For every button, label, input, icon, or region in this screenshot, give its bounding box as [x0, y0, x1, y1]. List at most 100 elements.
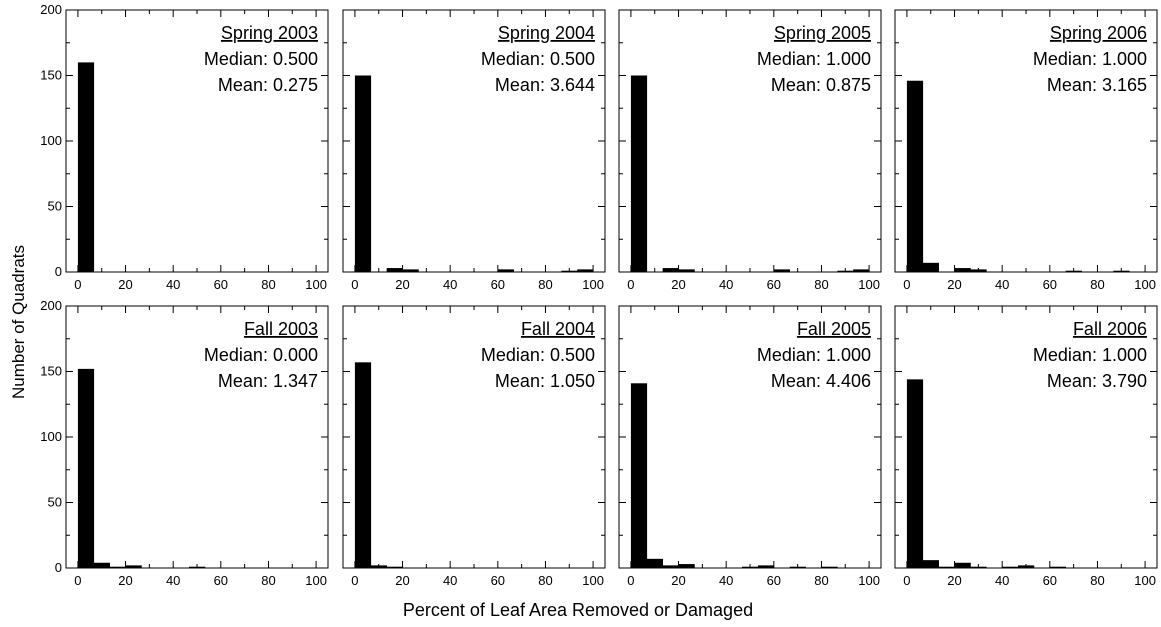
histogram-bar — [757, 565, 775, 568]
x-tick-label: 80 — [814, 277, 828, 292]
x-tick-label: 80 — [261, 573, 275, 588]
median-label: Median: 0.500 — [481, 345, 595, 365]
histogram-bar — [662, 268, 679, 272]
y-tick-label: 150 — [40, 68, 62, 83]
x-tick-label: 20 — [395, 573, 409, 588]
y-tick-label: 100 — [40, 429, 62, 444]
median-label: Median: 0.500 — [481, 49, 595, 69]
histogram-bar — [906, 80, 924, 273]
x-tick-label: 40 — [166, 277, 180, 292]
histogram-bar — [1002, 566, 1019, 568]
x-tick-label: 0 — [627, 277, 634, 292]
histogram-bar — [938, 566, 955, 568]
x-tick-label: 40 — [166, 573, 180, 588]
x-tick-label: 0 — [351, 277, 358, 292]
x-tick-label: 100 — [305, 277, 327, 292]
x-tick-label: 20 — [947, 277, 961, 292]
x-tick-label: 40 — [995, 573, 1009, 588]
x-tick-label: 100 — [858, 277, 880, 292]
x-tick-label: 60 — [1043, 573, 1057, 588]
histogram-bar — [630, 75, 648, 272]
x-tick-label: 80 — [814, 573, 828, 588]
y-tick-label: 50 — [48, 495, 62, 510]
histogram-bar — [77, 62, 95, 273]
median-label: Median: 1.000 — [757, 49, 871, 69]
mean-label: Mean: 3.644 — [495, 75, 595, 95]
y-tick-label: 100 — [40, 133, 62, 148]
x-tick-label: 40 — [995, 277, 1009, 292]
histogram-bar — [109, 566, 126, 568]
histogram-bar — [906, 379, 924, 568]
mean-label: Mean: 0.275 — [218, 75, 318, 95]
histogram-bar — [630, 383, 648, 568]
x-tick-label: 0 — [351, 573, 358, 588]
histogram-panel: 0 20 40 60 80 100 Spring 2004 Median: 0.500 Mean… — [342, 9, 606, 292]
x-tick-label: 80 — [538, 573, 552, 588]
x-tick-label: 80 — [538, 277, 552, 292]
x-tick-label: 100 — [858, 573, 880, 588]
x-tick-label: 60 — [491, 573, 505, 588]
panel-title: Spring 2005 — [774, 23, 871, 43]
histogram-panel: 0 20 40 60 80 100 Fall 2005 Median: 1.000 Mean: … — [618, 305, 882, 588]
x-tick-label: 80 — [261, 277, 275, 292]
mean-label: Mean: 0.875 — [771, 75, 871, 95]
x-tick-label: 60 — [491, 277, 505, 292]
x-tick-label: 20 — [671, 277, 685, 292]
x-tick-label: 20 — [671, 573, 685, 588]
y-tick-label: 0 — [55, 560, 62, 575]
mean-label: Mean: 1.347 — [218, 371, 318, 391]
panel-title: Spring 2004 — [498, 23, 595, 43]
histogram-bar — [853, 269, 870, 272]
x-tick-label: 100 — [582, 573, 604, 588]
y-tick-label: 0 — [55, 264, 62, 279]
panel-title: Fall 2006 — [1073, 319, 1147, 339]
x-tick-label: 60 — [767, 573, 781, 588]
histogram-bar — [354, 75, 372, 272]
histogram-bar — [678, 564, 695, 568]
panel-title: Fall 2005 — [797, 319, 871, 339]
mean-label: Mean: 4.406 — [771, 371, 871, 391]
x-tick-label: 40 — [719, 573, 733, 588]
y-axis-label: Number of Quadrats — [9, 245, 28, 399]
x-axis-label: Percent of Leaf Area Removed or Damaged — [403, 600, 753, 620]
mean-label: Mean: 3.165 — [1047, 75, 1147, 95]
histogram-bar — [678, 269, 695, 272]
histogram-bar — [125, 565, 142, 568]
median-label: Median: 1.000 — [757, 345, 871, 365]
x-tick-label: 100 — [582, 277, 604, 292]
panel-title: Spring 2006 — [1050, 23, 1147, 43]
x-tick-label: 100 — [1134, 573, 1156, 588]
histogram-panel: 0 20 40 60 80 100 Spring 2005 Median: 1.000 Mean… — [618, 9, 882, 292]
histogram-bar — [821, 566, 838, 568]
x-tick-label: 20 — [118, 277, 132, 292]
histogram-bar — [354, 362, 372, 568]
histogram-bar — [954, 268, 971, 272]
x-tick-label: 20 — [947, 573, 961, 588]
histogram-bar — [497, 269, 515, 272]
x-tick-label: 100 — [1134, 277, 1156, 292]
x-tick-label: 40 — [719, 277, 733, 292]
y-tick-label: 200 — [40, 298, 62, 313]
median-label: Median: 0.000 — [204, 345, 318, 365]
median-label: Median: 1.000 — [1033, 49, 1147, 69]
histogram-bar — [402, 269, 419, 272]
y-tick-label: 150 — [40, 364, 62, 379]
panel-title: Fall 2003 — [244, 319, 318, 339]
x-tick-label: 0 — [74, 573, 81, 588]
median-label: Median: 1.000 — [1033, 345, 1147, 365]
histogram-bar — [77, 368, 95, 568]
x-tick-label: 20 — [118, 573, 132, 588]
x-tick-label: 60 — [767, 277, 781, 292]
histogram-panel: 0 20 40 60 80 100 0 50 100 150 200 Spring 2003 Media… — [40, 2, 329, 292]
mean-label: Mean: 3.790 — [1047, 371, 1147, 391]
x-tick-label: 0 — [903, 277, 910, 292]
x-tick-label: 20 — [395, 277, 409, 292]
x-tick-label: 0 — [74, 277, 81, 292]
histogram-panel: 0 20 40 60 80 100 Fall 2006 Median: 1.000 Mean: … — [894, 305, 1158, 588]
histogram-panel: 0 20 40 60 80 100 Spring 2006 Median: 1.000 Mean… — [894, 9, 1158, 292]
histogram-bar — [386, 566, 403, 568]
x-tick-label: 40 — [443, 277, 457, 292]
x-tick-label: 80 — [1090, 573, 1104, 588]
